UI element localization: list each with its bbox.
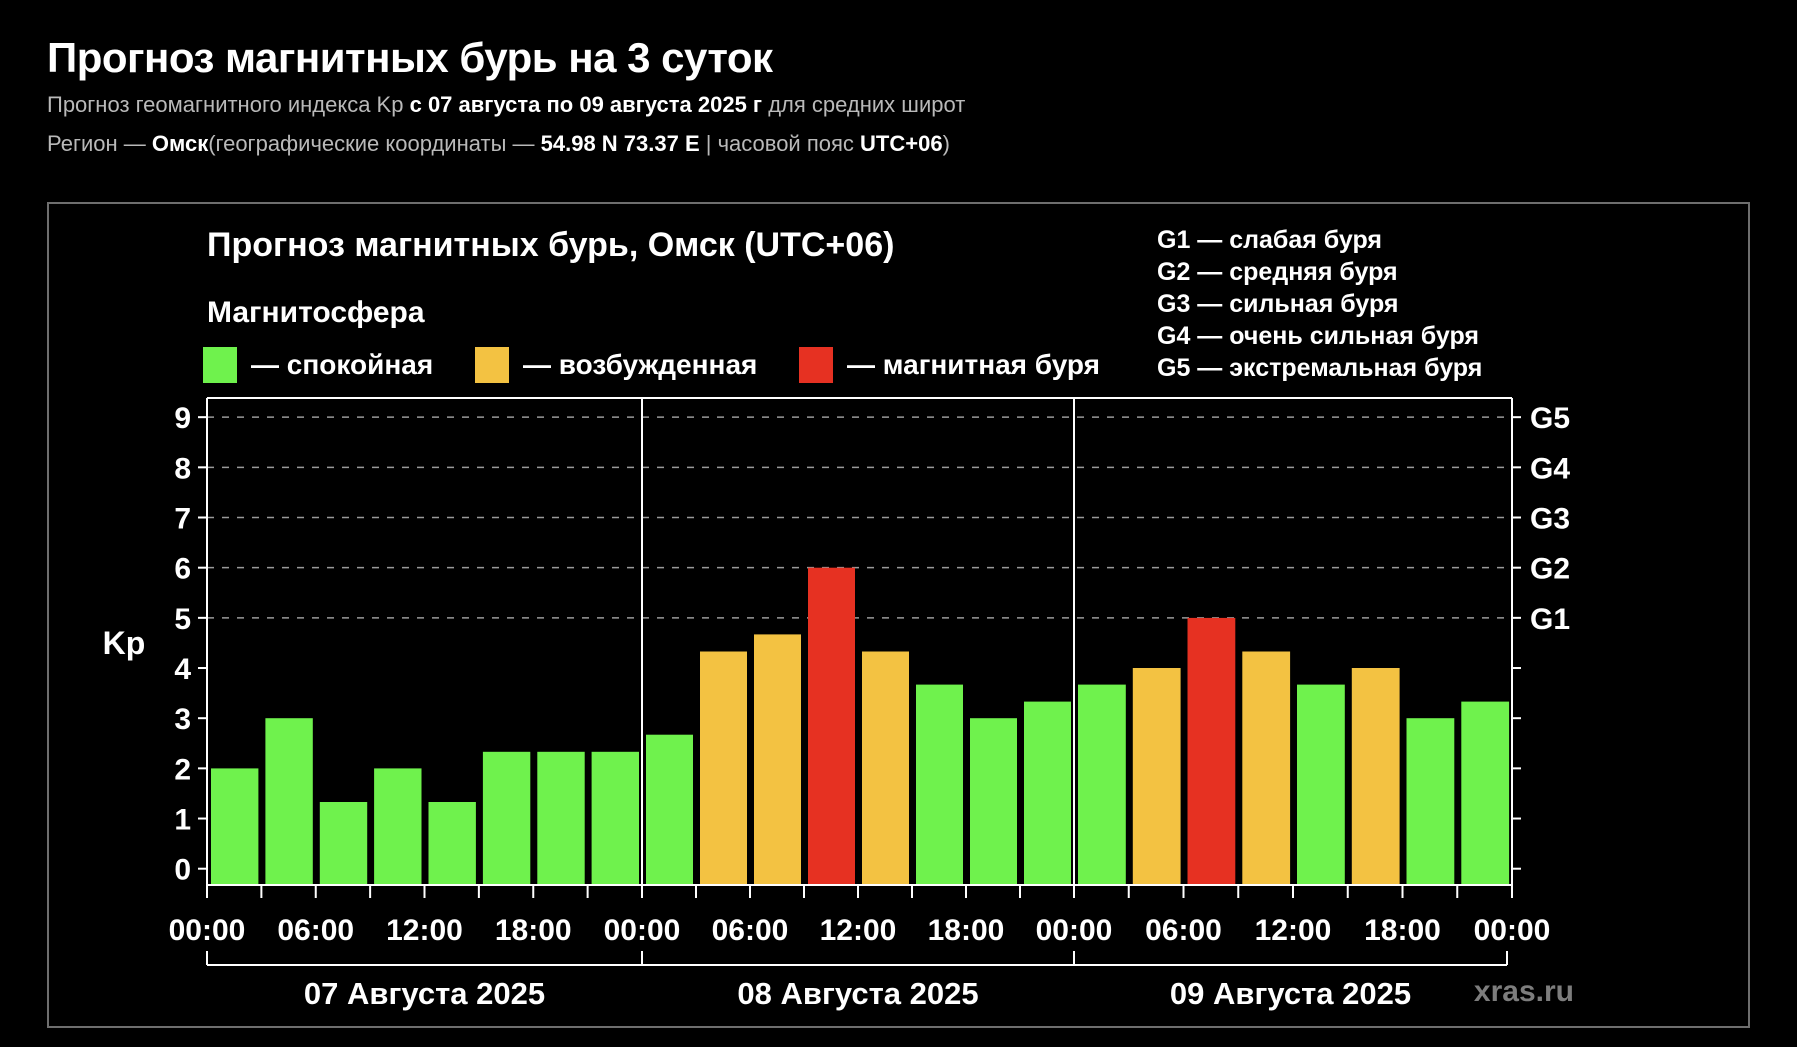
region-tz-label: | часовой пояс bbox=[699, 131, 861, 156]
excited-color-swatch bbox=[475, 347, 509, 383]
y-tick-label: 1 bbox=[174, 804, 191, 837]
kp-bar bbox=[1024, 701, 1071, 885]
legend-item-excited: — возбужденная bbox=[475, 346, 757, 384]
g-scale-tick-label: G1 bbox=[1530, 603, 1570, 636]
x-time-label: 06:00 bbox=[277, 914, 354, 947]
x-time-label: 06:00 bbox=[712, 914, 789, 947]
subtitle-suffix: для средних широт bbox=[762, 92, 966, 117]
date-label: 07 Августа 2025 bbox=[304, 976, 545, 1011]
kp-bar bbox=[1187, 617, 1236, 885]
forecast-chart-panel: 0 1 2 3 4 5 6 7 8 9 G1 G2 G3 G4 G5 Kp 00:00 06:00 12:00 18:… bbox=[47, 202, 1750, 1028]
region-city: Омск bbox=[151, 131, 209, 156]
x-time-label: 00:00 bbox=[604, 914, 681, 947]
kp-bar bbox=[916, 684, 963, 885]
quiet-color-swatch bbox=[203, 347, 237, 383]
chart-title: Прогноз магнитных бурь, Омск (UTC+06) bbox=[207, 226, 895, 264]
g-legend-item-g1: G1 — слабая буря bbox=[1157, 226, 1383, 254]
region-close-paren: ) bbox=[942, 131, 950, 156]
page-title: Прогноз магнитных бурь на 3 суток bbox=[47, 34, 773, 81]
y-tick-label: 7 bbox=[174, 503, 191, 536]
subtitle-prefix: Прогноз геомагнитного индекса Kp bbox=[47, 92, 410, 117]
kp-bar bbox=[319, 802, 368, 885]
date-label: 08 Августа 2025 bbox=[737, 976, 978, 1011]
g-legend-item-g5: G5 — экстремальная буря bbox=[1157, 354, 1483, 382]
kp-bar bbox=[1078, 684, 1126, 885]
kp-bar bbox=[862, 651, 909, 885]
region-coords-label: (географические координаты — bbox=[208, 131, 541, 156]
legend-item-quiet: — спокойная bbox=[203, 346, 433, 384]
subtitle-dates: с 07 августа по 09 августа 2025 г bbox=[409, 92, 763, 117]
kp-bar bbox=[1461, 701, 1510, 885]
kp-bar bbox=[591, 751, 639, 885]
x-time-label: 18:00 bbox=[1364, 914, 1441, 947]
kp-bar bbox=[1132, 668, 1181, 885]
kp-bar bbox=[700, 651, 747, 885]
g-scale-tick-label: G5 bbox=[1530, 402, 1570, 435]
g-scale-legend: G1 — слабая буря G2 — средняя буря G3 — … bbox=[1157, 224, 1482, 384]
g-scale-tick-label: G2 bbox=[1530, 553, 1570, 586]
y-tick-label: 4 bbox=[174, 653, 191, 686]
x-time-label: 12:00 bbox=[820, 914, 897, 947]
y-axis-title: Kp bbox=[103, 625, 146, 661]
kp-bar bbox=[646, 734, 693, 885]
legend-label-quiet: — спокойная bbox=[251, 349, 434, 380]
storm-color-swatch bbox=[799, 347, 833, 383]
g-legend-item-g4: G4 — очень сильная буря bbox=[1157, 322, 1479, 350]
kp-bar bbox=[211, 768, 259, 885]
region-coords: 54.98 N 73.37 E bbox=[540, 131, 700, 156]
x-time-label: 12:00 bbox=[386, 914, 463, 947]
g-legend-item-g2: G2 — средняя буря bbox=[1157, 258, 1398, 286]
y-tick-label: 9 bbox=[174, 402, 191, 435]
y-tick-label: 3 bbox=[174, 703, 191, 736]
y-tick-label: 6 bbox=[174, 553, 191, 586]
x-time-label: 18:00 bbox=[495, 914, 572, 947]
y-tick-label: 2 bbox=[174, 753, 191, 786]
y-tick-label: 0 bbox=[174, 854, 191, 887]
kp-bar bbox=[970, 718, 1017, 885]
kp-bar bbox=[482, 751, 531, 885]
x-time-label: 00:00 bbox=[169, 914, 246, 947]
legend-item-storm: — магнитная буря bbox=[799, 346, 1100, 384]
region-tz: UTC+06 bbox=[860, 131, 943, 156]
kp-bar bbox=[428, 802, 476, 885]
kp-bar bbox=[374, 768, 422, 885]
x-time-label: 06:00 bbox=[1145, 914, 1222, 947]
watermark-link[interactable]: xras.ru bbox=[1474, 975, 1574, 1008]
kp-bar bbox=[537, 751, 585, 885]
y-tick-label: 8 bbox=[174, 452, 191, 485]
date-label: 09 Августа 2025 bbox=[1170, 976, 1411, 1011]
y-tick-label: 5 bbox=[174, 603, 191, 636]
g-scale-tick-label: G4 bbox=[1530, 452, 1570, 485]
kp-bar bbox=[754, 634, 801, 885]
x-time-label: 00:00 bbox=[1474, 914, 1551, 947]
legend-label-excited: — возбужденная bbox=[523, 349, 758, 380]
kp-bar bbox=[1242, 651, 1291, 885]
legend-label-storm: — магнитная буря bbox=[847, 349, 1100, 380]
x-time-label: 00:00 bbox=[1036, 914, 1113, 947]
x-time-label: 12:00 bbox=[1255, 914, 1332, 947]
kp-bar bbox=[1297, 684, 1345, 885]
region-label: Регион — bbox=[47, 131, 152, 156]
kp-bar bbox=[1351, 668, 1400, 885]
subtitle-line: Прогноз геомагнитного индекса Kp с 07 ав… bbox=[47, 92, 965, 118]
kp-bar bbox=[265, 718, 313, 885]
magnetosphere-label: Магнитосфера bbox=[207, 296, 425, 329]
kp-bar bbox=[1406, 718, 1455, 885]
kp-bar-chart: 0 1 2 3 4 5 6 7 8 9 G1 G2 G3 G4 G5 Kp 00:00 06:00 12:00 18:… bbox=[103, 397, 1574, 1011]
region-line: Регион — Омск(географические координаты … bbox=[47, 131, 950, 157]
kp-bar bbox=[808, 567, 855, 885]
g-scale-tick-label: G3 bbox=[1530, 503, 1570, 536]
g-legend-item-g3: G3 — сильная буря bbox=[1157, 290, 1399, 318]
x-time-label: 18:00 bbox=[928, 914, 1005, 947]
